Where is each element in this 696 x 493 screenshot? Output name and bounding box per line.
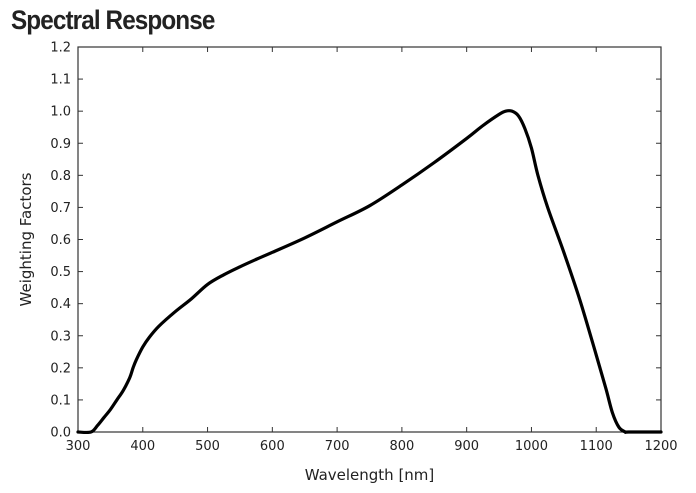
x-tick-label: 1200 xyxy=(644,439,677,454)
x-tick-label: 300 xyxy=(66,439,91,454)
y-axis-title: Weighting Factors xyxy=(17,172,35,306)
y-tick-label: 0.4 xyxy=(50,297,71,312)
plot-frame xyxy=(77,46,662,433)
y-tick-label: 0.8 xyxy=(50,169,71,184)
y-tick-label: 1.0 xyxy=(50,105,71,120)
x-tick-label: 800 xyxy=(389,439,414,454)
x-tick-label: 700 xyxy=(325,439,350,454)
y-tick-label: 0.6 xyxy=(50,233,71,248)
y-tick-label: 0.9 xyxy=(50,137,71,152)
y-tick-label: 0.2 xyxy=(50,361,71,376)
x-axis-title: Wavelength [nm] xyxy=(305,466,435,484)
y-tick-label: 0.0 xyxy=(50,426,71,441)
y-tick-label: 1.1 xyxy=(50,73,71,88)
x-tick-label: 400 xyxy=(130,439,155,454)
x-tick-label: 900 xyxy=(454,439,479,454)
y-tick-label: 0.7 xyxy=(50,201,71,216)
y-tick-label: 0.3 xyxy=(50,329,71,344)
chart-title: Spectral Response xyxy=(11,5,215,35)
x-tick-label: 1000 xyxy=(515,439,548,454)
y-tick-label: 1.2 xyxy=(50,41,71,56)
x-tick-label: 600 xyxy=(260,439,285,454)
spectral-response-line xyxy=(76,109,663,435)
y-tick-label: 0.1 xyxy=(50,393,71,408)
x-tick-label: 1100 xyxy=(580,439,613,454)
y-tick-label: 0.5 xyxy=(50,265,71,280)
x-tick-label: 500 xyxy=(195,439,220,454)
